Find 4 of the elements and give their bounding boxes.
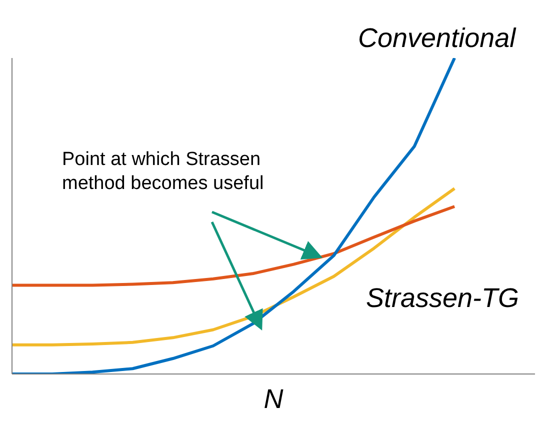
text: Conventional bbox=[358, 22, 516, 55]
x-axis-title: N bbox=[264, 384, 284, 414]
annotation: Strassen-TG bbox=[366, 282, 520, 315]
annotation: Point at which Strassen method becomes useful bbox=[62, 148, 265, 196]
